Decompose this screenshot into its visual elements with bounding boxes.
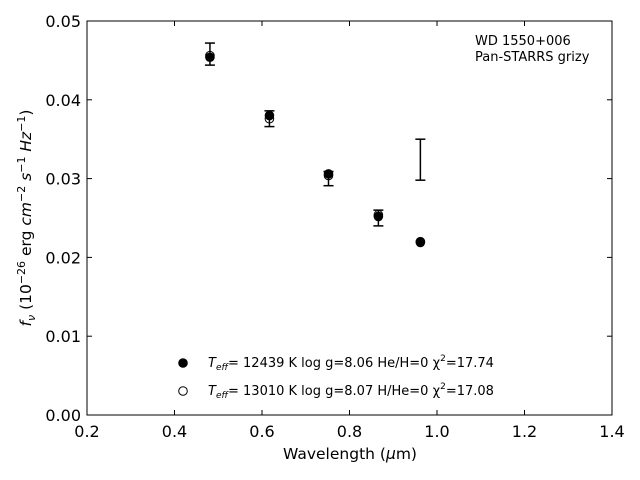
x-tick-label: 1.4: [599, 422, 624, 441]
legend-marker-filled: [178, 358, 188, 368]
x-tick-label: 0.2: [74, 422, 99, 441]
legend-filled-sub: eff: [216, 363, 230, 373]
x-tick-label: 0.8: [337, 422, 362, 441]
legend-open-end: =17.08: [446, 384, 494, 399]
x-tick-label: 1.0: [424, 422, 449, 441]
legend-filled-sup: 2: [440, 354, 446, 364]
model-point-open: [415, 236, 426, 247]
y-tick-label: 0.04: [45, 91, 81, 110]
markers: [205, 50, 426, 248]
legend-entry-open: Teff= 13010 K log g=8.07 H/He=0 χ2=17.08: [208, 382, 494, 401]
x-tick-label: 1.2: [512, 422, 537, 441]
legend: Teff= 12439 K log g=8.06 He/H=0 χ2=17.74…: [178, 354, 494, 401]
model-point-open: [264, 113, 275, 124]
legend-marker-open: [178, 386, 188, 396]
y-axis-label: fν (10−26 erg cm−2 s−1 Hz−1): [15, 110, 38, 327]
legend-filled-main: = 12439 K log g=8.06 He/H=0 χ: [228, 356, 441, 371]
annotation-star-name: WD 1550+006: [475, 34, 571, 49]
x-axis-label: Wavelength (μm): [283, 445, 417, 463]
legend-entry-filled: Teff= 12439 K log g=8.06 He/H=0 χ2=17.74: [208, 354, 494, 373]
legend-open-t: T: [208, 384, 217, 399]
legend-filled-t: T: [208, 356, 217, 371]
x-tick-label: 0.4: [162, 422, 187, 441]
model-point-filled: [415, 237, 426, 248]
ticks: 0.2 0.4 0.6 0.8 1.0 1.2 1.4 0.00 0.01 0.02 0.03 0.0…: [45, 12, 624, 441]
y-tick-label: 0.00: [45, 406, 81, 425]
legend-open-sub: eff: [216, 391, 230, 401]
model-point-open: [205, 50, 215, 61]
y-tick-label: 0.05: [45, 12, 81, 31]
model-point-filled: [264, 110, 275, 121]
y-tick-label: 0.01: [45, 327, 81, 346]
legend-filled-end: =17.74: [446, 356, 494, 371]
legend-open-sup: 2: [440, 382, 446, 392]
x-tick-label: 0.6: [249, 422, 274, 441]
y-tick-label: 0.03: [45, 170, 81, 189]
y-tick-label: 0.02: [45, 248, 81, 267]
model-point-open: [373, 210, 384, 220]
annotation-survey: Pan-STARRS grizy: [475, 50, 590, 65]
model-point-open: [323, 170, 334, 181]
legend-open-main: = 13010 K log g=8.07 H/He=0 χ: [228, 384, 441, 399]
